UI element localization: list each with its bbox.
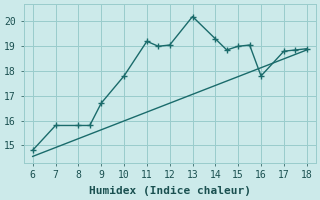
X-axis label: Humidex (Indice chaleur): Humidex (Indice chaleur): [89, 186, 251, 196]
